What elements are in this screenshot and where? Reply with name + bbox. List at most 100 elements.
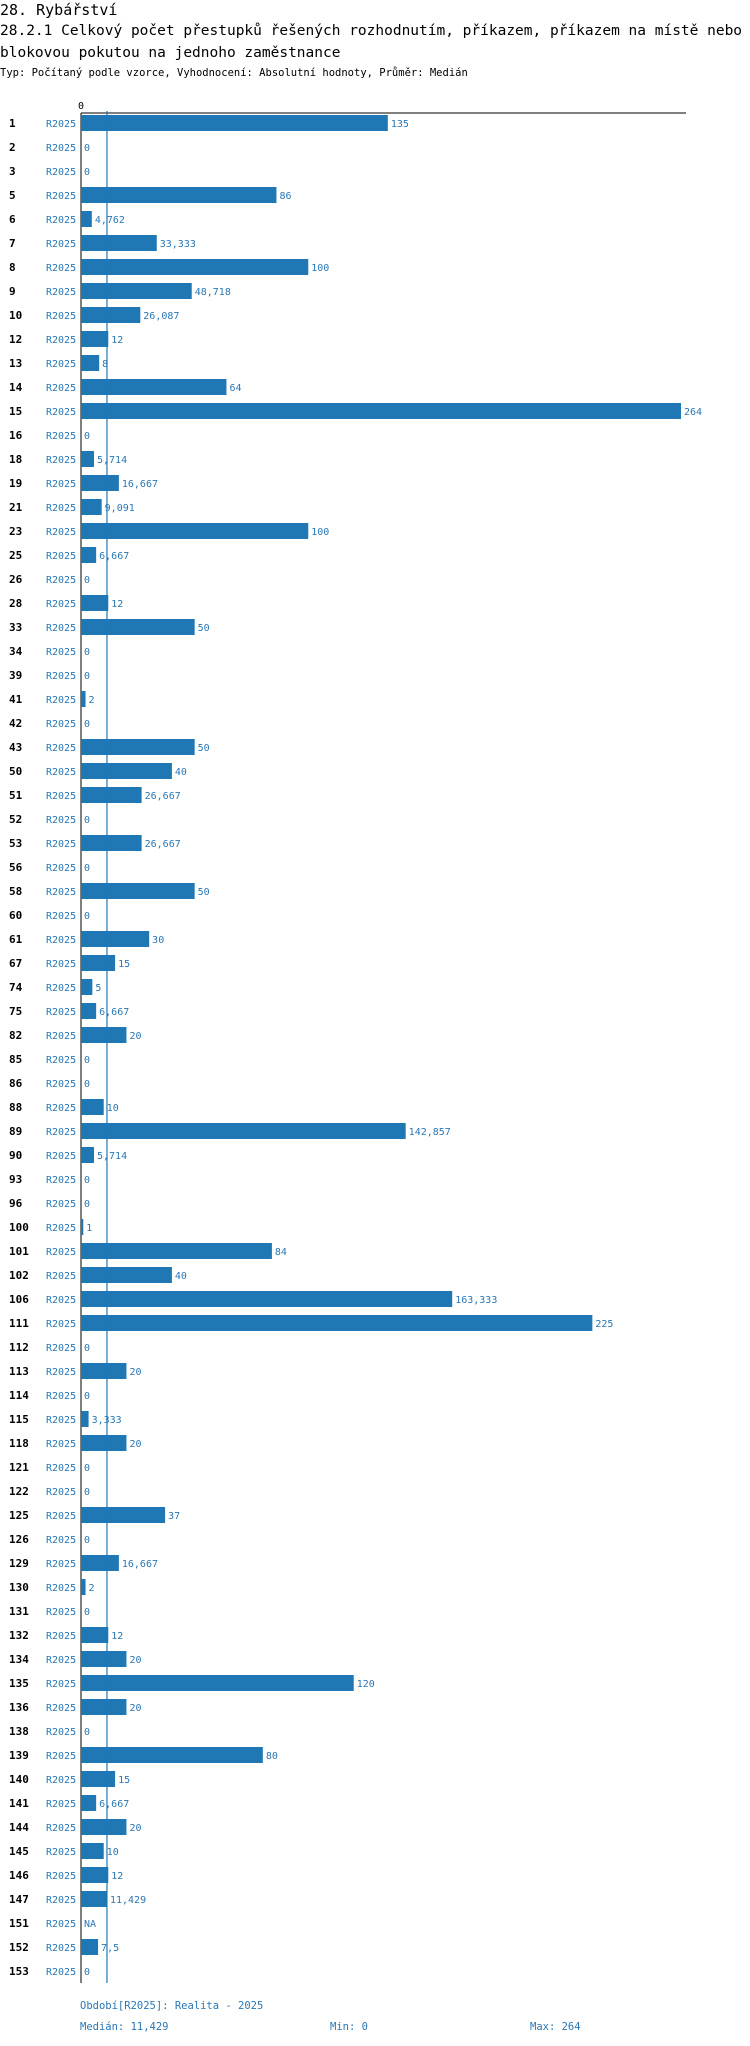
category-label: 100: [9, 1221, 29, 1234]
category-label: 26: [9, 573, 23, 586]
category-label: 12: [9, 333, 22, 346]
bar: [81, 1891, 107, 1907]
series-label: R2025: [46, 1007, 76, 1018]
bar: [81, 1315, 593, 1331]
bar: [81, 1411, 89, 1427]
value-label: 225: [595, 1319, 613, 1330]
category-label: 10: [9, 309, 22, 322]
category-label: 145: [9, 1845, 29, 1858]
bar: [81, 595, 109, 611]
category-label: 3: [9, 165, 16, 178]
bar: [81, 1771, 116, 1787]
bar: [81, 211, 92, 227]
series-label: R2025: [46, 1559, 76, 1570]
series-label: R2025: [46, 239, 76, 250]
value-label: 0: [84, 167, 90, 178]
category-label: 147: [9, 1893, 29, 1906]
category-label: 93: [9, 1173, 22, 1186]
series-label: R2025: [46, 1895, 76, 1906]
category-label: 122: [9, 1485, 29, 1498]
category-label: 138: [9, 1725, 29, 1738]
series-label: R2025: [46, 1175, 76, 1186]
value-label: 6,667: [99, 1799, 129, 1810]
category-label: 1: [9, 117, 16, 130]
bar: [81, 403, 681, 419]
value-label: NA: [84, 1919, 96, 1930]
value-label: 0: [84, 1199, 90, 1210]
bar: [81, 1627, 109, 1643]
bar: [81, 931, 150, 947]
series-label: R2025: [46, 1967, 76, 1978]
value-label: 8: [102, 359, 108, 370]
series-label: R2025: [46, 383, 76, 394]
category-label: 42: [9, 717, 22, 730]
category-label: 13: [9, 357, 22, 370]
footer-period: Období[R2025]: Realita - 2025: [80, 2000, 264, 2012]
value-label: 64: [229, 383, 241, 394]
value-label: 9,091: [105, 503, 135, 514]
bar: [81, 787, 142, 803]
bar: [81, 1267, 172, 1283]
bar: [81, 259, 309, 275]
series-label: R2025: [46, 767, 76, 778]
bar: [81, 1555, 119, 1571]
series-label: R2025: [46, 983, 76, 994]
category-label: 153: [9, 1965, 29, 1978]
series-label: R2025: [46, 695, 76, 706]
value-label: 120: [357, 1679, 375, 1690]
value-label: 0: [84, 575, 90, 586]
category-label: 23: [9, 525, 22, 538]
bar: [81, 1243, 272, 1259]
series-label: R2025: [46, 1679, 76, 1690]
value-label: 40: [175, 767, 187, 778]
series-label: R2025: [46, 1319, 76, 1330]
category-label: 118: [9, 1437, 29, 1450]
category-label: 129: [9, 1557, 29, 1570]
value-label: 0: [84, 815, 90, 826]
bar: [81, 1219, 84, 1235]
series-label: R2025: [46, 311, 76, 322]
series-label: R2025: [46, 839, 76, 850]
category-label: 9: [9, 285, 16, 298]
category-label: 14: [9, 381, 23, 394]
series-label: R2025: [46, 1919, 76, 1930]
series-label: R2025: [46, 959, 76, 970]
value-label: 0: [84, 1391, 90, 1402]
bar: [81, 451, 94, 467]
bar: [81, 547, 97, 563]
value-label: 5,714: [97, 1151, 127, 1162]
series-label: R2025: [46, 1103, 76, 1114]
category-label: 34: [9, 645, 23, 658]
series-label: R2025: [46, 1127, 76, 1138]
category-label: 56: [9, 861, 23, 874]
series-label: R2025: [46, 743, 76, 754]
bar: [81, 499, 102, 515]
category-label: 19: [9, 477, 22, 490]
value-label: 0: [84, 719, 90, 730]
bar: [81, 1003, 97, 1019]
series-label: R2025: [46, 1151, 76, 1162]
category-label: 112: [9, 1341, 29, 1354]
series-label: R2025: [46, 1943, 76, 1954]
bar: [81, 1099, 104, 1115]
category-label: 90: [9, 1149, 22, 1162]
value-label: 0: [84, 911, 90, 922]
value-label: 50: [198, 623, 210, 634]
series-label: R2025: [46, 527, 76, 538]
value-label: 15: [118, 1775, 130, 1786]
value-label: 20: [129, 1823, 141, 1834]
series-label: R2025: [46, 335, 76, 346]
category-label: 102: [9, 1269, 29, 1282]
bar: [81, 1507, 166, 1523]
category-label: 25: [9, 549, 22, 562]
bar: [81, 1579, 86, 1595]
series-label: R2025: [46, 1775, 76, 1786]
series-label: R2025: [46, 1079, 76, 1090]
category-label: 89: [9, 1125, 22, 1138]
value-label: 26,667: [145, 839, 181, 850]
series-label: R2025: [46, 215, 76, 226]
bar: [81, 1651, 127, 1667]
footer-min: Min: 0: [330, 2021, 368, 2033]
category-label: 126: [9, 1533, 29, 1546]
series-label: R2025: [46, 455, 76, 466]
